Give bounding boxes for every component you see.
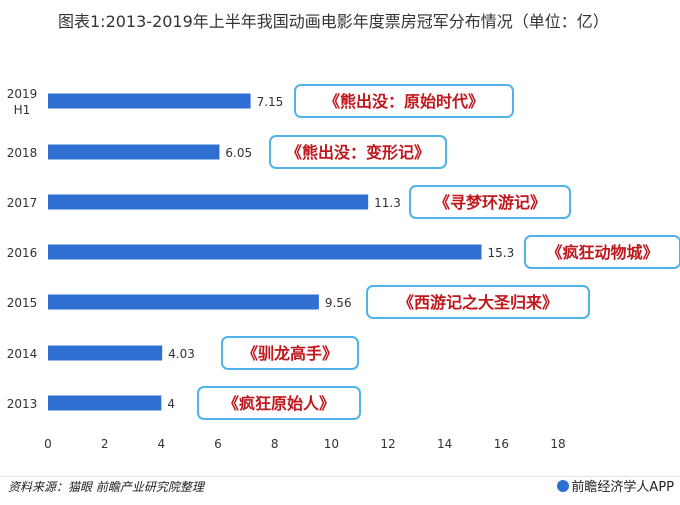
x-tick-label: 16 xyxy=(494,437,509,451)
annotation-box xyxy=(409,185,571,219)
bar xyxy=(48,345,163,361)
y-tick-label: 2017 xyxy=(7,196,38,210)
bar xyxy=(48,244,482,260)
y-tick-label: 2013 xyxy=(7,397,38,411)
y-tick-label: 2018 xyxy=(7,146,38,160)
bar xyxy=(48,144,220,160)
x-tick-label: 6 xyxy=(214,437,222,451)
y-tick-label: 2014 xyxy=(7,347,38,361)
bar xyxy=(48,93,251,109)
brand-text: 前瞻经济学人APP xyxy=(571,480,674,495)
y-tick-label: 2019 xyxy=(7,87,38,101)
annotation-label: 《驯龙高手》 xyxy=(242,344,338,363)
annotation-box xyxy=(366,285,590,319)
data-label: 11.3 xyxy=(374,196,401,210)
annotation-box xyxy=(221,336,359,370)
annotation-box xyxy=(197,386,361,420)
x-tick-label: 2 xyxy=(101,437,109,451)
y-tick-label: H1 xyxy=(14,103,31,117)
data-label: 4.03 xyxy=(168,347,195,361)
x-tick-label: 10 xyxy=(324,437,339,451)
x-tick-label: 18 xyxy=(550,437,565,451)
data-label: 7.15 xyxy=(257,95,284,109)
annotation-label: 《熊出没：变形记》 xyxy=(286,143,430,162)
annotation-box xyxy=(269,135,447,169)
x-tick-label: 4 xyxy=(158,437,166,451)
x-tick-label: 8 xyxy=(271,437,279,451)
annotation-label: 《寻梦环游记》 xyxy=(434,193,546,212)
annotation-label: 《西游记之大圣归来》 xyxy=(398,293,558,312)
brand-label: 前瞻经济学人APP xyxy=(557,476,674,495)
data-label: 4 xyxy=(167,397,175,411)
annotation-label: 《疯狂原始人》 xyxy=(223,394,335,413)
x-tick-label: 0 xyxy=(44,437,52,451)
annotation-box xyxy=(524,235,680,269)
footer-divider xyxy=(0,476,680,477)
annotation-label: 《熊出没：原始时代》 xyxy=(324,92,484,111)
source-note: 资料来源：猫眼 前瞻产业研究院整理 xyxy=(8,480,204,494)
annotation-box xyxy=(294,84,514,118)
data-label: 9.56 xyxy=(325,296,352,310)
brand-logo-icon xyxy=(557,480,570,492)
bar xyxy=(48,194,369,210)
y-tick-label: 2016 xyxy=(7,246,38,260)
annotation-label: 《疯狂动物城》 xyxy=(546,243,658,262)
data-label: 15.3 xyxy=(488,246,515,260)
data-label: 6.05 xyxy=(225,146,252,160)
y-tick-label: 2015 xyxy=(7,296,38,310)
bar xyxy=(48,294,319,310)
x-tick-label: 14 xyxy=(437,437,452,451)
x-tick-label: 12 xyxy=(380,437,395,451)
chart-title: 图表1:2013-2019年上半年我国动画电影年度票房冠军分布情况（单位：亿） xyxy=(58,12,609,31)
bar xyxy=(48,395,162,411)
